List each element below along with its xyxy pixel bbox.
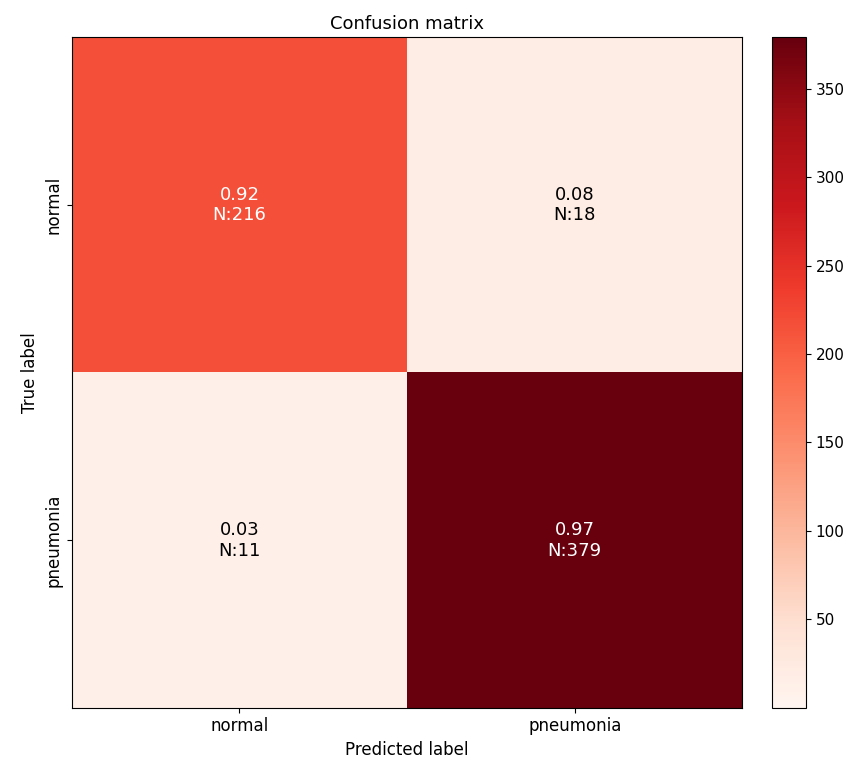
- X-axis label: Predicted label: Predicted label: [346, 741, 469, 759]
- Title: Confusion matrix: Confusion matrix: [330, 15, 484, 33]
- Text: 0.92
N:216: 0.92 N:216: [212, 186, 267, 224]
- Y-axis label: True label: True label: [21, 332, 39, 413]
- Text: 0.97
N:379: 0.97 N:379: [548, 521, 602, 560]
- Text: 0.03
N:11: 0.03 N:11: [218, 521, 261, 560]
- Text: 0.08
N:18: 0.08 N:18: [554, 186, 596, 224]
